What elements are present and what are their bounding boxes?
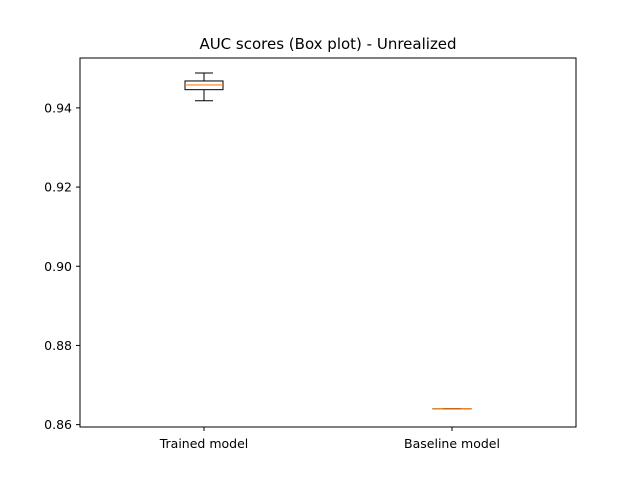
y-tick-label: 0.86	[44, 417, 72, 432]
chart-title: AUC scores (Box plot) - Unrealized	[199, 35, 456, 53]
y-tick-label: 0.88	[44, 338, 72, 353]
y-tick-label: 0.92	[44, 180, 72, 195]
x-tick-label: Baseline model	[404, 436, 500, 451]
y-tick-label: 0.94	[44, 100, 72, 115]
axes-frame	[79, 57, 577, 428]
plot-area: 0.86 0.88 0.90 0.92 0.94 Trained model Baselin…	[44, 72, 500, 451]
x-tick-label: Trained model	[159, 436, 249, 451]
y-tick-label: 0.90	[44, 259, 72, 274]
